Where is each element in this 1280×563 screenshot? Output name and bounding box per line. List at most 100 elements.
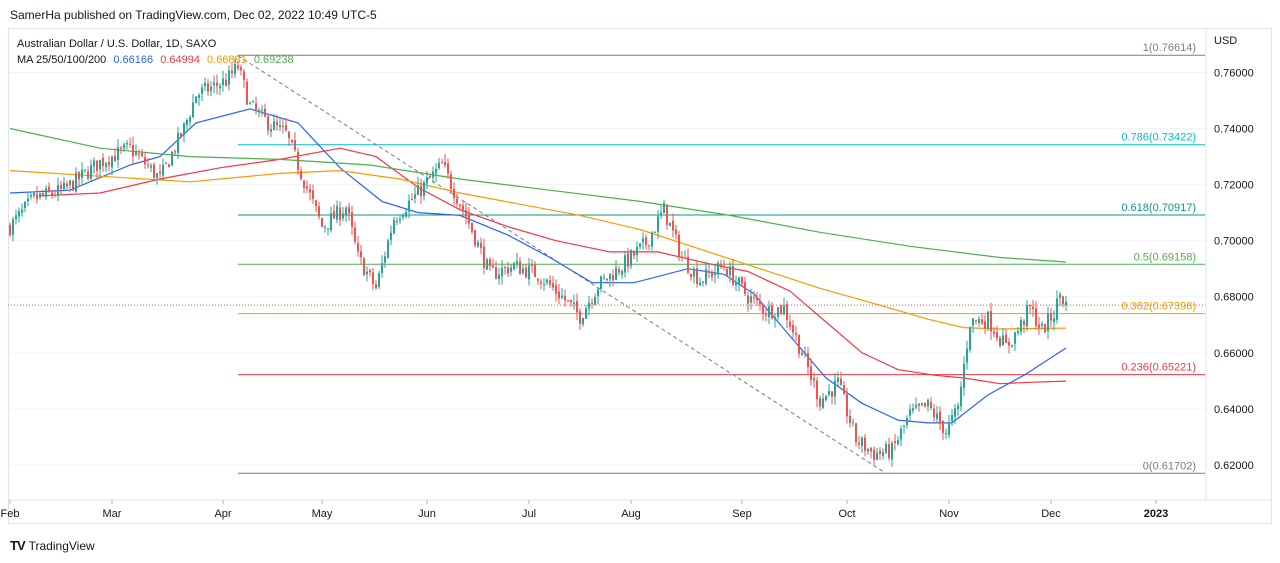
moving-averages xyxy=(9,108,1067,424)
candle-body xyxy=(618,269,620,273)
candles xyxy=(9,58,1067,467)
fib-level-label: 0.382(0.67398) xyxy=(1121,301,1196,313)
candle-body xyxy=(1041,323,1043,327)
candle-body xyxy=(696,268,698,284)
candle-body xyxy=(957,405,959,410)
x-tick-label: Oct xyxy=(838,508,855,520)
candle-body xyxy=(234,64,236,75)
candle-body xyxy=(60,184,62,189)
candle-body xyxy=(96,160,98,171)
candle-body xyxy=(903,425,905,427)
candle-body xyxy=(135,152,137,155)
candle-body xyxy=(1026,305,1028,327)
candle-body xyxy=(561,295,563,298)
candle-body xyxy=(945,433,947,435)
candle-body xyxy=(834,380,836,397)
candle-body xyxy=(837,377,839,383)
candle-body xyxy=(369,270,371,272)
candle-body xyxy=(384,256,386,263)
candle-body xyxy=(9,224,11,236)
x-tick-label: Sep xyxy=(732,508,752,520)
candle-body xyxy=(393,220,395,234)
candle-body xyxy=(414,194,416,199)
candle-body xyxy=(750,296,752,303)
candle-body xyxy=(783,305,785,315)
candle-body xyxy=(795,333,797,335)
candle-body xyxy=(951,415,953,422)
candle-body xyxy=(156,173,158,179)
candle-body xyxy=(12,219,14,235)
x-tick-label: Mar xyxy=(103,508,122,520)
candle-body xyxy=(57,185,59,196)
candle-body xyxy=(447,163,449,174)
candle-body xyxy=(912,408,914,411)
candle-body xyxy=(324,226,326,228)
candle-body xyxy=(489,259,491,267)
candle-body xyxy=(726,269,728,277)
y-tick-label: 0.62000 xyxy=(1214,460,1254,472)
candle-body xyxy=(258,110,260,112)
candle-body xyxy=(276,121,278,126)
chart-legend: Australian Dollar / U.S. Dollar, 1D, SAX… xyxy=(17,36,298,68)
candle-body xyxy=(1020,319,1022,333)
candle-body xyxy=(609,273,611,280)
candle-body xyxy=(501,267,503,277)
candle-body xyxy=(906,417,908,426)
candle-body xyxy=(615,267,617,280)
candle-body xyxy=(444,162,446,166)
candle-body xyxy=(432,171,434,178)
y-grid xyxy=(8,71,1206,466)
candle-body xyxy=(651,232,653,247)
candle-body xyxy=(681,256,683,258)
candle-body xyxy=(825,395,827,401)
candle-body xyxy=(366,271,368,275)
candle-body xyxy=(573,302,575,305)
candle-body xyxy=(306,186,308,189)
candle-body xyxy=(1065,301,1067,306)
time-axis: Feb Mar Apr May Jun Jul Aug Sep Oct Nov Dec 2023 xyxy=(1,500,1168,520)
candle-body xyxy=(144,157,146,165)
candle-body xyxy=(72,180,74,191)
candle-body xyxy=(585,308,587,319)
candle-body xyxy=(885,443,887,453)
fibonacci-levels: 1(0.76614) 0.786(0.73422) 0.618(0.70917) 0.… xyxy=(238,42,1205,474)
candle-body xyxy=(519,261,521,275)
candle-body xyxy=(966,348,968,363)
candle-body xyxy=(219,86,221,88)
candle-body xyxy=(819,398,821,407)
candle-body xyxy=(858,442,860,445)
candle-body xyxy=(876,452,878,460)
brand-name: TradingView xyxy=(28,538,95,553)
candle-body xyxy=(207,83,209,92)
candle-body xyxy=(648,244,650,247)
candle-body xyxy=(612,275,614,281)
y-tick-label: 0.64000 xyxy=(1214,404,1254,416)
candle-body xyxy=(243,71,245,81)
publisher-line: SamerHa published on TradingView.com, De… xyxy=(10,8,377,22)
candle-body xyxy=(1029,305,1031,307)
candle-body xyxy=(279,125,281,127)
candle-body xyxy=(528,265,530,280)
candle-body xyxy=(792,325,794,333)
candle-body xyxy=(546,279,548,283)
candle-body xyxy=(537,278,539,281)
y-tick-label: 0.66000 xyxy=(1214,348,1254,360)
symbol-title[interactable]: Australian Dollar / U.S. Dollar, 1D, SAX… xyxy=(17,38,217,50)
candle-body xyxy=(165,162,167,164)
candle-body xyxy=(678,234,680,257)
candle-body xyxy=(330,213,332,230)
candle-body xyxy=(525,267,527,278)
candle-body xyxy=(141,153,143,156)
candle-body xyxy=(303,180,305,188)
ma-legend-row[interactable]: MA 25/50/100/200 0.66166 0.64994 0.66881… xyxy=(17,52,298,68)
candle-body xyxy=(699,282,701,286)
candle-body xyxy=(486,259,488,270)
candle-body xyxy=(216,82,218,87)
candle-body xyxy=(345,207,347,215)
candle-body xyxy=(828,390,830,395)
candle-body xyxy=(267,116,269,131)
candle-body xyxy=(456,198,458,204)
candle-body xyxy=(192,102,194,118)
candle-body xyxy=(723,266,725,268)
